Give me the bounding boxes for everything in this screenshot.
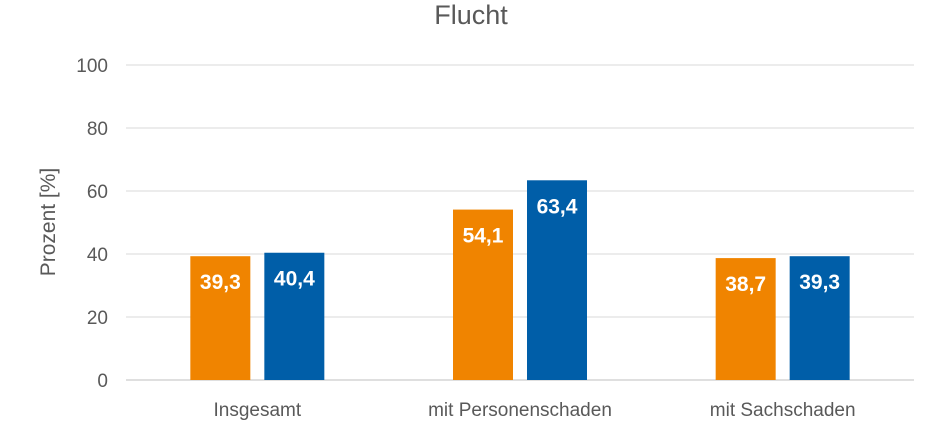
chart-title: Flucht [434, 0, 508, 30]
bar [715, 258, 776, 380]
bar [527, 180, 587, 380]
data-label: 39,3 [200, 271, 241, 294]
bar [264, 252, 325, 380]
x-category-label: mit Sachschaden [710, 400, 856, 421]
y-tick-label: 40 [87, 245, 108, 266]
x-category-label: mit Personenschaden [428, 400, 612, 421]
x-category-label: Insgesamt [214, 400, 302, 421]
data-label: 38,7 [725, 273, 766, 296]
bar [789, 256, 850, 380]
y-tick-label: 100 [76, 56, 108, 77]
bars [190, 180, 850, 380]
bar [453, 209, 513, 380]
data-label: 40,4 [274, 268, 315, 291]
data-labels: 39,3 40,4 54,1 63,4 38,7 39,3 [200, 195, 840, 296]
x-axis-categories: Insgesamt mit Personenschaden mit Sachscha… [214, 400, 856, 421]
y-axis-label: Prozent [%] [37, 168, 60, 277]
data-label: 63,4 [537, 195, 578, 218]
gridlines [126, 64, 914, 381]
y-axis-ticks: 0 20 40 60 80 100 [76, 56, 108, 392]
data-label: 54,1 [463, 225, 504, 248]
y-tick-label: 20 [87, 308, 108, 329]
y-tick-label: 80 [87, 119, 108, 140]
data-label: 39,3 [799, 271, 840, 294]
y-tick-label: 60 [87, 182, 108, 203]
y-tick-label: 0 [97, 371, 108, 392]
bar [190, 256, 251, 380]
